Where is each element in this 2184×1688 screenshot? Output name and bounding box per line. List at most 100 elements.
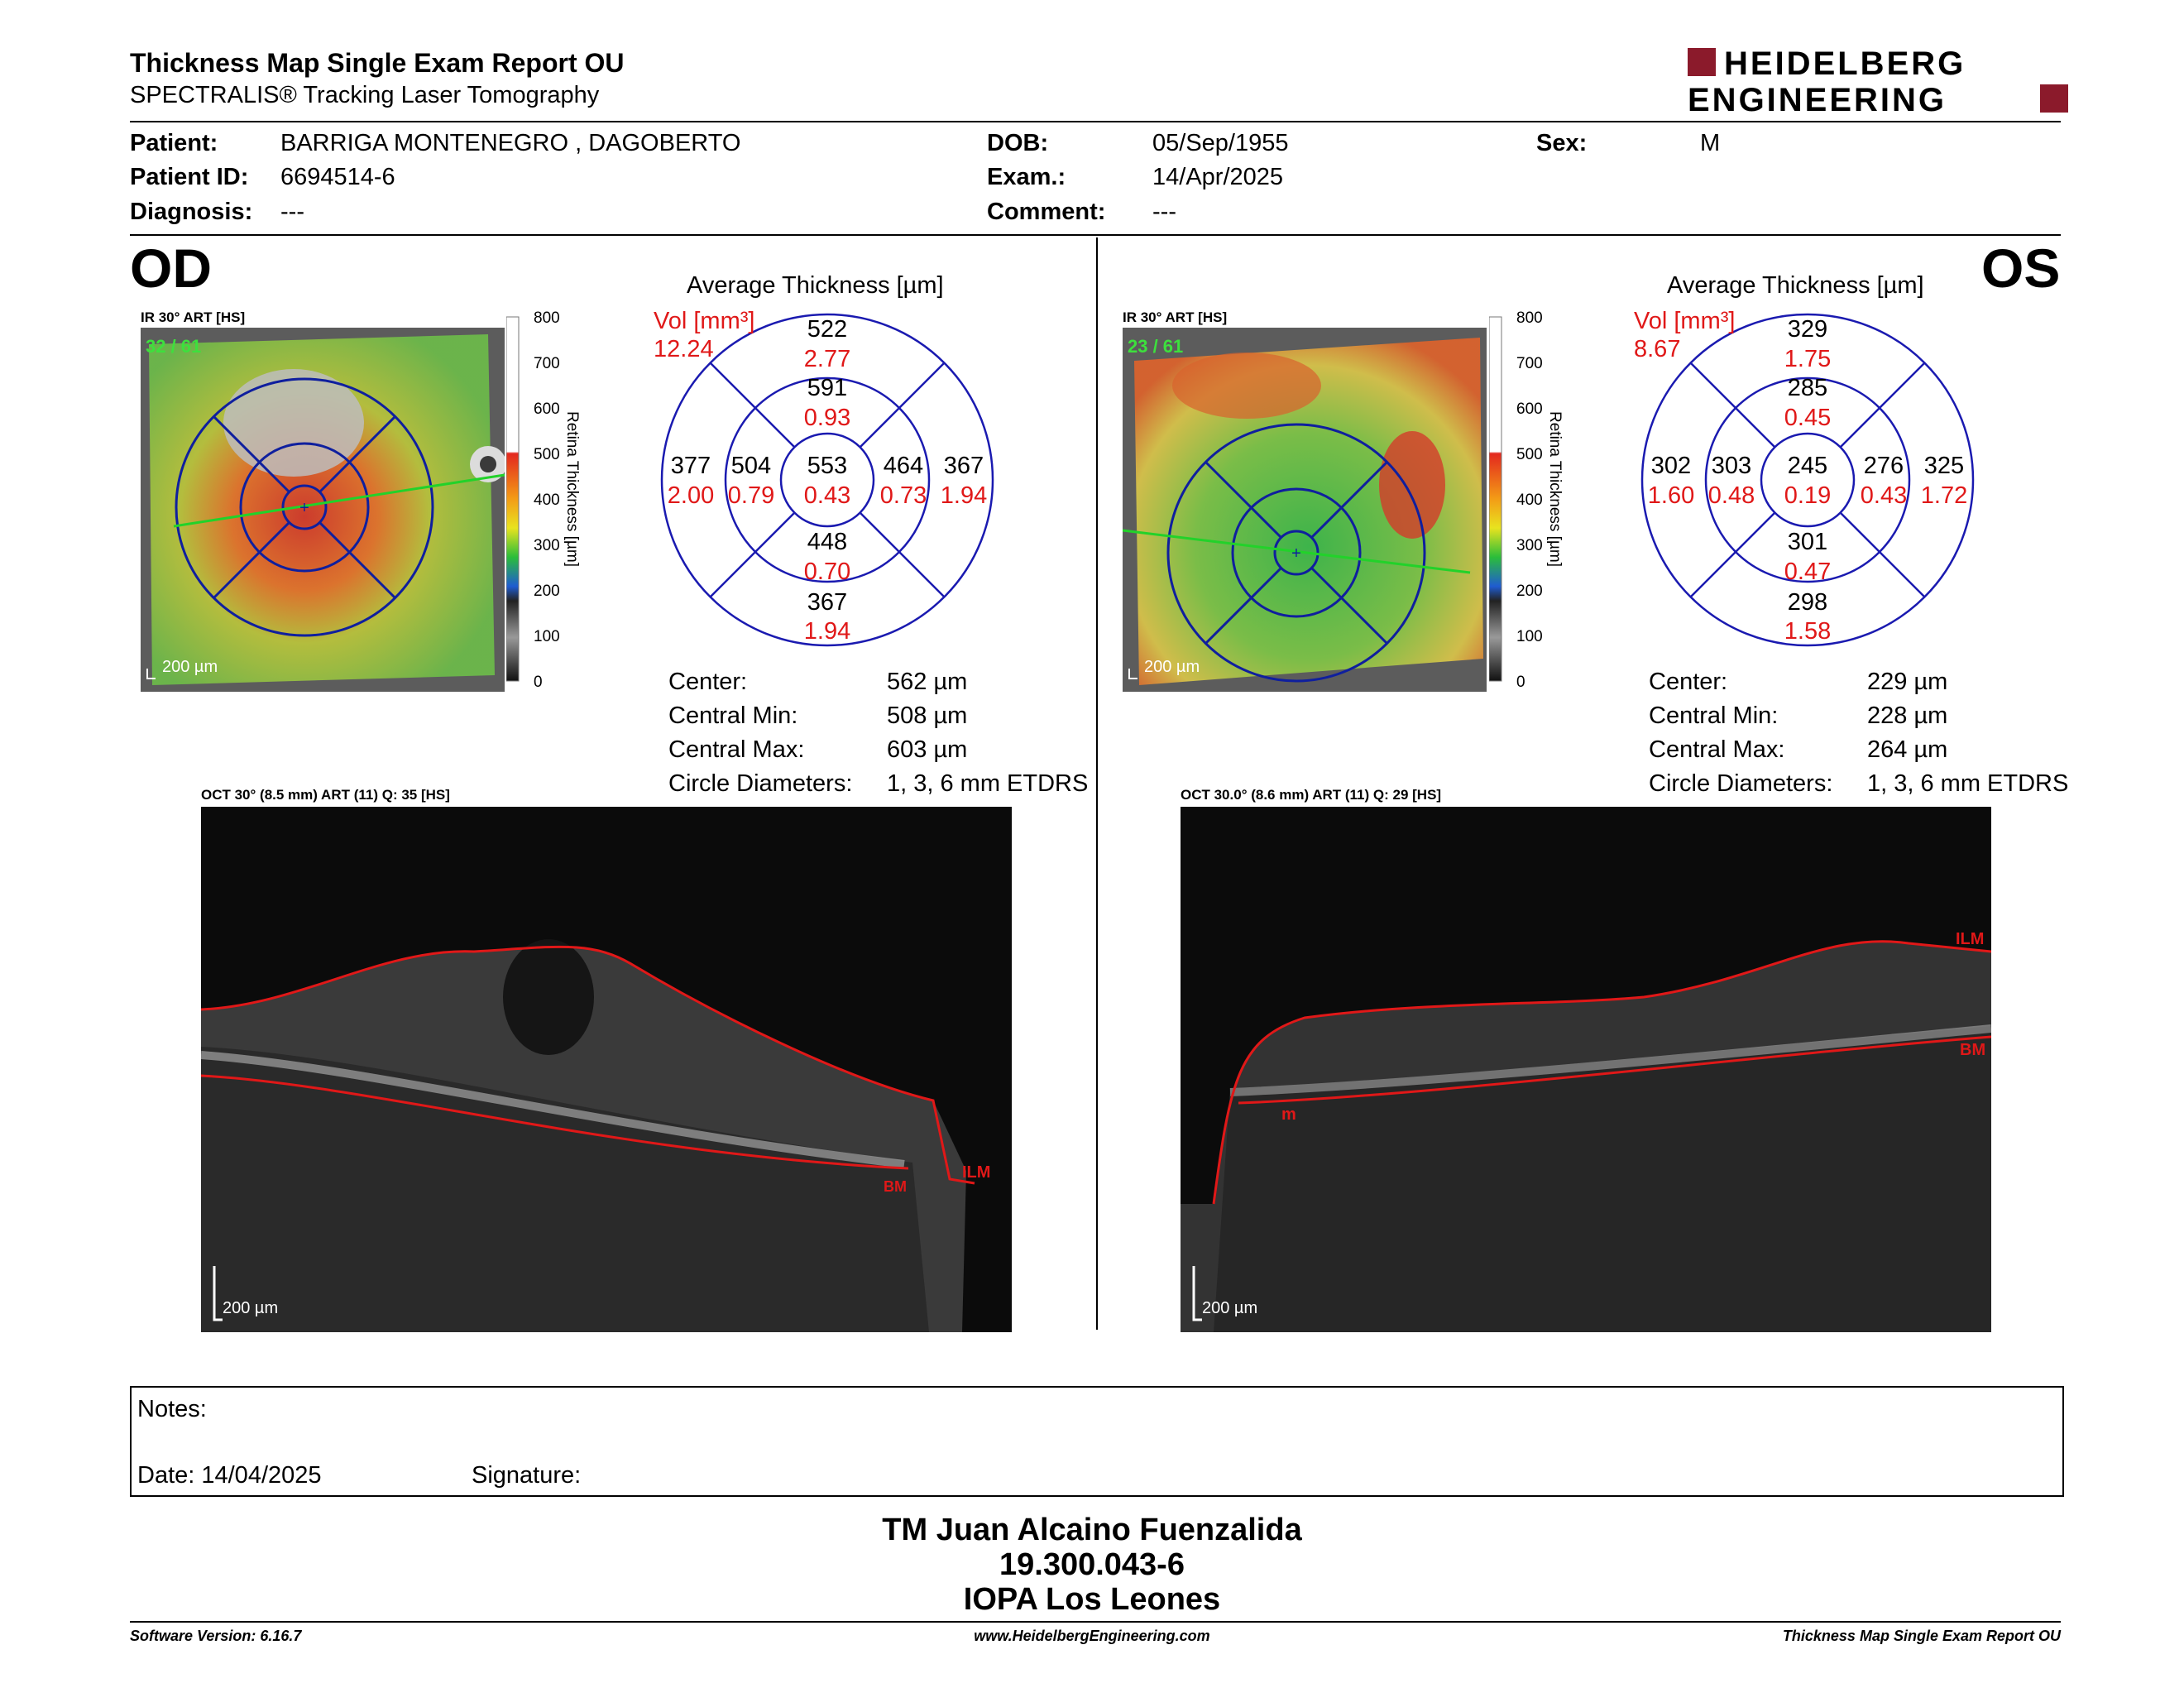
od-stat-label: Central Max: [668, 736, 805, 763]
os-outer-nas-t: 302 [1651, 453, 1691, 479]
patient-label: Patient: [130, 130, 218, 156]
os-center-t: 245 [1788, 453, 1827, 479]
os-stats: Center: 229 µm Central Min: 228 µm Centr… [1649, 665, 2095, 806]
notes-date: Date: 14/04/2025 [137, 1462, 322, 1489]
exam-value: 14/Apr/2025 [1152, 164, 1284, 190]
cbar-tick: 400 [534, 492, 560, 509]
heidelberg-logo: HEIDELBERG ENGINEERING [1688, 46, 2068, 116]
os-inner-inf-v: 0.47 [1784, 559, 1831, 585]
os-frame-count: 23 / 61 [1128, 336, 1183, 357]
logo-line2: ENGINEERING [1688, 82, 1947, 116]
od-stat-label: Center: [668, 669, 748, 695]
od-eye-label: OD [130, 237, 212, 299]
os-inner-sup-v: 0.45 [1784, 405, 1831, 431]
os-inner-sup-t: 285 [1788, 375, 1827, 401]
notes-box[interactable]: Notes: Date: 14/04/2025 Signature: [130, 1386, 2064, 1497]
od-center-t: 553 [807, 453, 847, 479]
od-outer-nas-t: 377 [671, 453, 711, 479]
od-oct-scale: 200 µm [223, 1299, 278, 1317]
os-inner-tmp-v: 0.43 [1861, 482, 1907, 509]
od-outer-sup-t: 522 [807, 316, 847, 343]
cbar-tick: 100 [1516, 628, 1543, 645]
od-stat-value: 603 µm [887, 736, 968, 763]
patient-name: BARRIGA MONTENEGRO , DAGOBERTO [280, 130, 741, 156]
od-inner-inf-t: 448 [807, 529, 847, 555]
od-stat-value: 508 µm [887, 703, 968, 729]
cbar-tick: 300 [1516, 537, 1543, 554]
dob-value: 05/Sep/1955 [1152, 130, 1289, 156]
od-inner-nas-t: 504 [731, 453, 771, 479]
cbar-tick: 700 [1516, 355, 1543, 372]
cbar-tick: 200 [1516, 583, 1543, 600]
od-vol-label: Vol [mm³] [654, 308, 755, 334]
signer-name: TM Juan Alcaino Fuenzalida [882, 1513, 1302, 1547]
od-outer-sup-v: 2.77 [804, 346, 850, 372]
svg-text:+: + [1291, 544, 1301, 563]
cbar-tick: 200 [534, 583, 560, 600]
os-inner-nas-t: 303 [1712, 453, 1751, 479]
cbar-tick: 500 [1516, 446, 1543, 463]
cbar-tick: 700 [534, 355, 560, 372]
os-outer-sup-v: 1.75 [1784, 346, 1831, 372]
od-inner-nas-v: 0.79 [728, 482, 774, 509]
os-eye-label: OS [1981, 237, 2061, 299]
signer-id: 19.300.043-6 [999, 1547, 1185, 1582]
signer-place: IOPA Los Leones [963, 1582, 1221, 1617]
report-title: Thickness Map Single Exam Report OU [130, 48, 625, 78]
os-stat-value: 228 µm [1867, 703, 1948, 729]
os-outer-sup-t: 329 [1788, 316, 1827, 343]
od-stats: Center: 562 µm Central Min: 508 µm Centr… [668, 665, 1099, 806]
os-map-scale: 200 µm [1144, 658, 1200, 676]
os-etdrs-grid: 329 1.75 285 0.45 245 0.19 303 0.48 276 … [1640, 313, 1975, 647]
cbar-tick: 100 [534, 628, 560, 645]
os-oct-scan: ILM BM m 200 µm [1181, 807, 1991, 1332]
svg-text:+: + [299, 499, 309, 517]
footer-version: Software Version: 6.16.7 [130, 1628, 302, 1644]
od-outer-tmp-v: 1.94 [941, 482, 987, 509]
os-inner-tmp-t: 276 [1864, 453, 1904, 479]
diagnosis-value: --- [280, 199, 304, 225]
od-ir-caption: IR 30° ART [HS] [141, 309, 246, 325]
os-outer-inf-v: 1.58 [1784, 618, 1831, 645]
footer-url[interactable]: www.HeidelbergEngineering.com [974, 1628, 1210, 1644]
od-center-v: 0.43 [804, 482, 850, 509]
od-outer-inf-v: 1.94 [804, 618, 850, 645]
os-colorbar: 800 700 600 500 400 300 200 100 0 Retina… [1489, 310, 1564, 691]
exam-label: Exam.: [987, 164, 1066, 190]
os-bm-label: BM [1960, 1041, 1985, 1059]
cbar-tick: 0 [1516, 674, 1525, 691]
os-ir-caption: IR 30° ART [HS] [1123, 309, 1228, 325]
os-inner-inf-t: 301 [1788, 529, 1827, 555]
footer-report: Thickness Map Single Exam Report OU [1782, 1628, 2061, 1644]
os-stat-label: Central Max: [1649, 736, 1785, 763]
cbar-tick: 0 [534, 674, 543, 691]
sex-label: Sex: [1536, 130, 1588, 156]
os-outer-tmp-t: 325 [1924, 453, 1964, 479]
od-stat-value: 1, 3, 6 mm ETDRS [887, 770, 1089, 797]
notes-label: Notes: [137, 1396, 207, 1422]
od-inner-sup-t: 591 [807, 375, 847, 401]
od-stat-value: 562 µm [887, 669, 968, 695]
cbar-label: Retina Thickness [µm] [563, 411, 581, 567]
center-divider [1096, 237, 1098, 1330]
report-subtitle: SPECTRALIS® Tracking Laser Tomography [130, 82, 600, 108]
os-ilm-label: ILM [1956, 930, 1984, 948]
od-frame-count: 32 / 61 [146, 336, 201, 357]
patient-id: 6694514-6 [280, 164, 395, 190]
od-colorbar: 800 700 600 500 400 300 200 100 0 Retina… [506, 310, 581, 691]
dob-label: DOB: [987, 130, 1049, 156]
cbar-tick: 500 [534, 446, 560, 463]
os-oct-caption: OCT 30.0° (8.6 mm) ART (11) Q: 29 [HS] [1181, 787, 1442, 803]
od-outer-nas-v: 2.00 [668, 482, 714, 509]
cbar-tick: 300 [534, 537, 560, 554]
os-outer-nas-v: 1.60 [1648, 482, 1694, 509]
cbar-tick: 800 [1516, 310, 1543, 327]
os-stat-label: Central Min: [1649, 703, 1779, 729]
patient-id-label: Patient ID: [130, 164, 249, 190]
os-oct-scale: 200 µm [1202, 1299, 1257, 1317]
od-oct-scan: ILM BM 200 µm [201, 807, 1012, 1332]
cbar-tick: 400 [1516, 492, 1543, 509]
od-inner-inf-v: 0.70 [804, 559, 850, 585]
os-outer-tmp-v: 1.72 [1921, 482, 1967, 509]
os-stat-label: Center: [1649, 669, 1728, 695]
